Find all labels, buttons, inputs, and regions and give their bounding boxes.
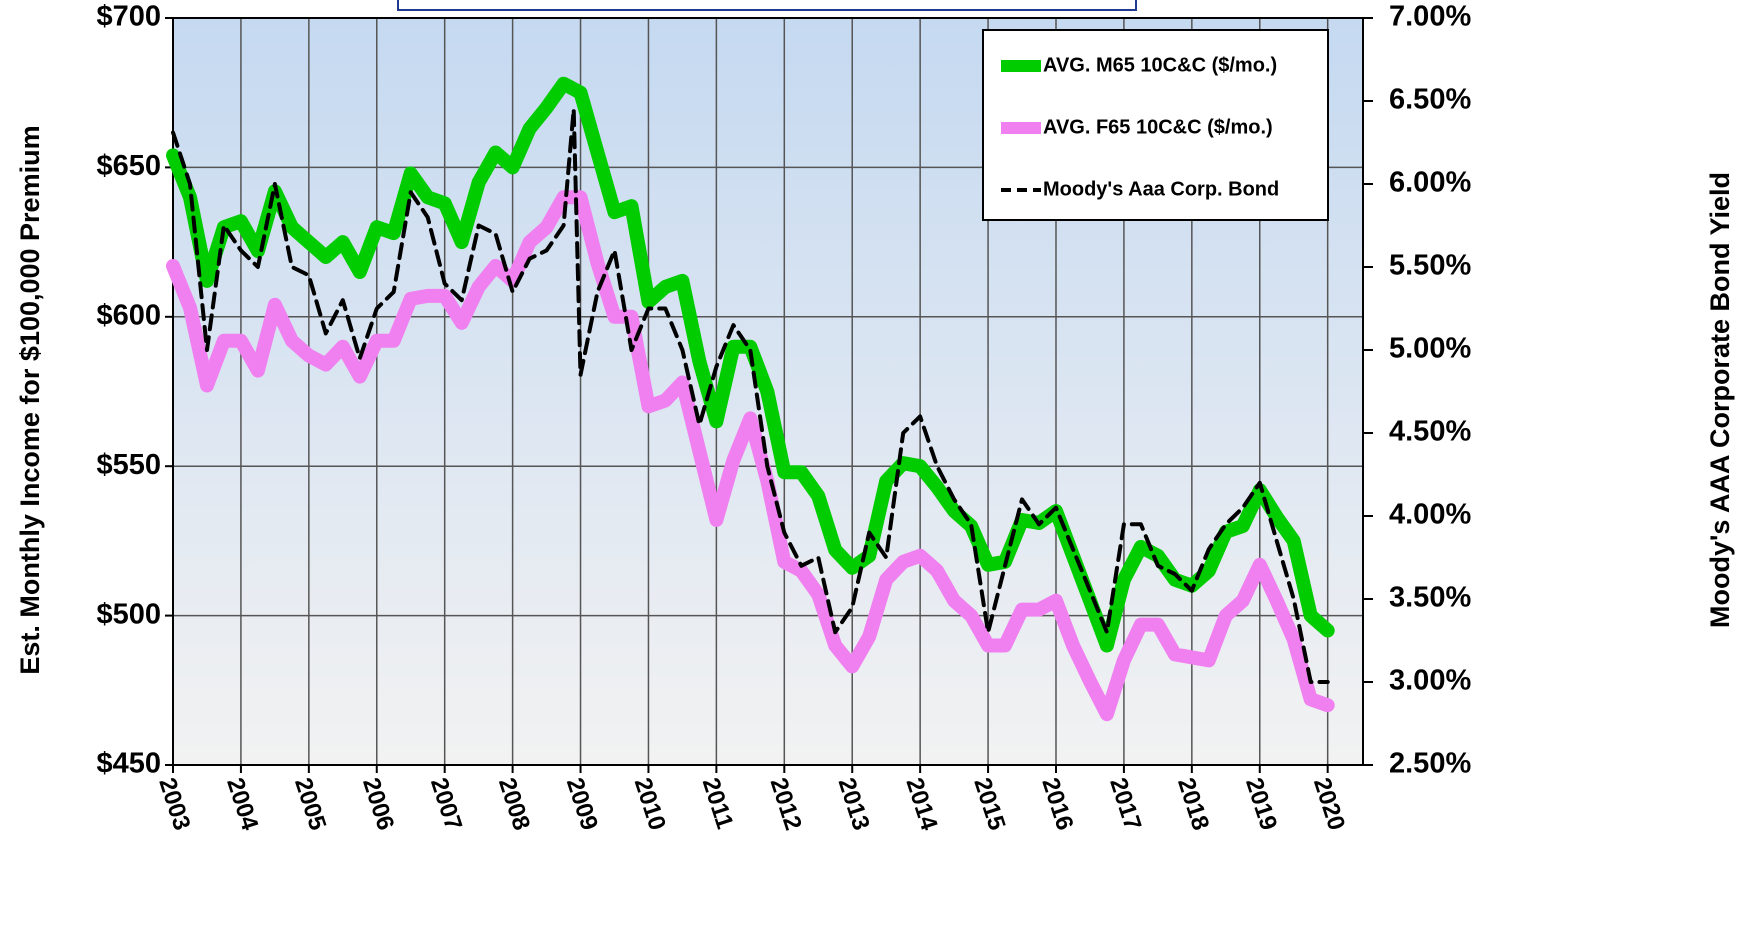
x-tick-label: 2005 — [289, 774, 331, 833]
y-tick-label: $550 — [96, 449, 161, 481]
x-tick-label: 2010 — [629, 774, 671, 833]
y-tick-label: $650 — [96, 150, 161, 182]
legend-label: Moody's Aaa Corp. Bond — [1043, 178, 1279, 200]
x-tick-label: 2016 — [1036, 774, 1078, 833]
x-tick-label: 2014 — [900, 774, 942, 834]
x-tick-label: 2007 — [425, 774, 467, 833]
x-tick-label: 2018 — [1172, 774, 1214, 833]
y-tick-label: $700 — [96, 1, 161, 33]
x-tick-label: 2013 — [832, 774, 874, 833]
y2-tick-label: 5.50% — [1389, 250, 1471, 282]
y2-axis-title: Moody's AAA Corporate Bond Yield — [1705, 172, 1735, 628]
series-line — [171, 107, 1330, 684]
y2-tick-label: 2.50% — [1389, 748, 1471, 780]
x-tick-label: 2019 — [1240, 774, 1282, 833]
x-tick-label: 2011 — [697, 774, 739, 832]
legend-label: AVG. M65 10C&C ($/mo.) — [1043, 54, 1277, 76]
plot-border — [172, 17, 1364, 766]
x-tick-label: 2017 — [1104, 774, 1146, 833]
x-tick-label: 2009 — [561, 774, 603, 833]
y-tick-label: $450 — [96, 748, 161, 780]
x-tick-label: 2020 — [1308, 774, 1350, 833]
legend: AVG. M65 10C&C ($/mo.) AVG. F65 10C&C ($/… — [982, 29, 1329, 221]
y2-tick-label: 5.00% — [1389, 333, 1471, 365]
series-line — [166, 76, 1335, 653]
x-tick-label: 2004 — [221, 774, 263, 834]
y-axis-title: Est. Monthly Income for $100,000 Premium — [15, 125, 45, 674]
x-tick-label: 2008 — [493, 774, 535, 833]
y2-tick-label: 3.00% — [1389, 665, 1471, 697]
x-tick-label: 2006 — [357, 774, 399, 833]
copyright-box — [397, 0, 1137, 11]
y2-tick-label: 6.50% — [1389, 84, 1471, 116]
x-tick-label: 2012 — [765, 774, 807, 833]
y2-tick-label: 4.50% — [1389, 416, 1471, 448]
series-line — [166, 190, 1335, 722]
y-tick-label: $500 — [96, 598, 161, 630]
legend-label: AVG. F65 10C&C ($/mo.) — [1043, 116, 1273, 138]
x-tick-label: 2003 — [153, 774, 195, 833]
x-tick-label: 2015 — [968, 774, 1010, 833]
y2-tick-label: 3.50% — [1389, 582, 1471, 614]
y2-tick-label: 6.00% — [1389, 167, 1471, 199]
y2-tick-label: 7.00% — [1389, 1, 1471, 33]
y2-tick-label: 4.00% — [1389, 499, 1471, 531]
y-tick-label: $600 — [96, 299, 161, 331]
